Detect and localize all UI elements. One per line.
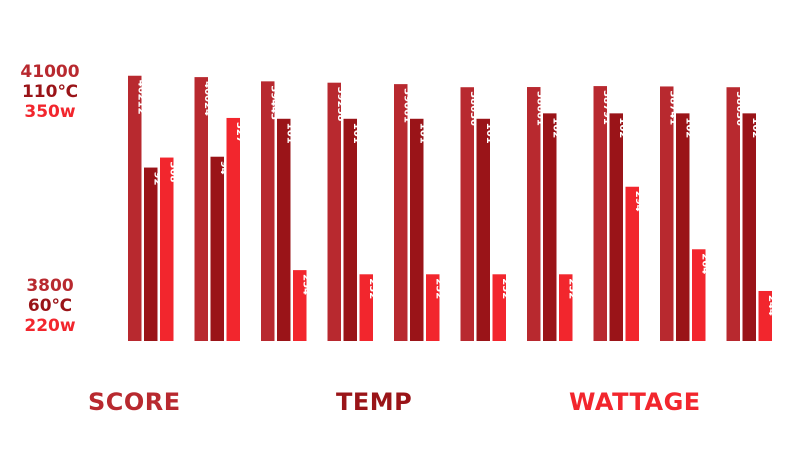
wattage-bar — [160, 157, 174, 341]
axis-top-wattage-label: 350w — [24, 102, 76, 122]
temp-bar — [210, 156, 224, 341]
temp-data-label: 102 — [683, 117, 694, 138]
wattage-bar — [758, 290, 772, 341]
wattage-data-label: 252 — [433, 278, 444, 299]
score-data-label: 40024 — [202, 81, 213, 116]
score-bar — [128, 75, 142, 341]
temp-data-label: 92 — [151, 172, 162, 186]
wattage-bar — [293, 270, 307, 341]
score-bar — [527, 87, 541, 341]
wattage-data-label: 294 — [633, 191, 644, 212]
temp-bar — [543, 113, 557, 341]
legend-score: SCORE — [88, 388, 181, 416]
score-data-label: 38791 — [601, 90, 612, 125]
axis-bottom-temp-label: 60℃ — [27, 296, 73, 316]
wattage-bar — [492, 274, 506, 341]
axis-top-score-label: 41000 — [20, 62, 80, 82]
wattage-bar — [625, 186, 639, 341]
temp-data-label: 101 — [284, 123, 295, 144]
score-data-label: 39443 — [268, 85, 279, 120]
temp-bar — [277, 118, 291, 341]
score-data-label: 39061 — [401, 88, 412, 123]
wattage-data-label: 264 — [699, 253, 710, 274]
score-bar — [327, 82, 341, 342]
wattage-data-label: 252 — [566, 278, 577, 299]
wattage-bar — [559, 274, 573, 341]
temp-bar — [609, 113, 623, 341]
wattage-bar — [359, 274, 373, 341]
temp-data-label: 101 — [484, 123, 495, 144]
wattage-data-label: 254 — [300, 274, 311, 295]
temp-bar — [742, 113, 756, 341]
temp-bar — [343, 118, 357, 341]
score-bar — [593, 86, 607, 342]
temp-bar — [144, 167, 158, 341]
legend-temp: TEMP — [336, 388, 413, 416]
temp-data-label: 101 — [351, 123, 362, 144]
temp-data-label: 101 — [417, 123, 428, 144]
score-bar — [194, 77, 208, 341]
temp-data-label: 94 — [218, 161, 229, 175]
score-data-label: 38636 — [734, 91, 745, 126]
wattage-data-label: 252 — [367, 278, 378, 299]
temp-data-label: 102 — [550, 117, 561, 138]
score-data-label: 40212 — [135, 80, 146, 115]
wattage-data-label: 308 — [167, 162, 178, 183]
wattage-bar — [426, 274, 440, 341]
temp-bar — [410, 118, 424, 341]
legend-wattage: WATTAGE — [569, 388, 701, 416]
score-bar — [660, 86, 674, 341]
wattage-bar — [226, 117, 240, 341]
wattage-bar — [692, 249, 706, 341]
score-bar — [726, 87, 740, 341]
score-data-label: 38661 — [534, 91, 545, 126]
score-bar — [394, 84, 408, 341]
score-data-label: 39258 — [335, 87, 346, 122]
temp-bar — [676, 113, 690, 341]
score-data-label: 38636 — [468, 91, 479, 126]
wattage-data-label: 327 — [234, 122, 245, 143]
score-data-label: 38741 — [667, 90, 678, 125]
score-bar — [460, 87, 474, 341]
temp-data-label: 102 — [750, 117, 761, 138]
wattage-data-label: 244 — [766, 295, 777, 316]
wattage-data-label: 252 — [500, 278, 511, 299]
axis-bottom-wattage-label: 220w — [24, 316, 76, 336]
temp-bar — [476, 118, 490, 341]
score-bar — [261, 81, 275, 342]
axis-top-temp-label: 110℃ — [21, 82, 79, 102]
axis-bottom-score-label: 3800 — [26, 276, 74, 296]
temp-data-label: 102 — [617, 117, 628, 138]
